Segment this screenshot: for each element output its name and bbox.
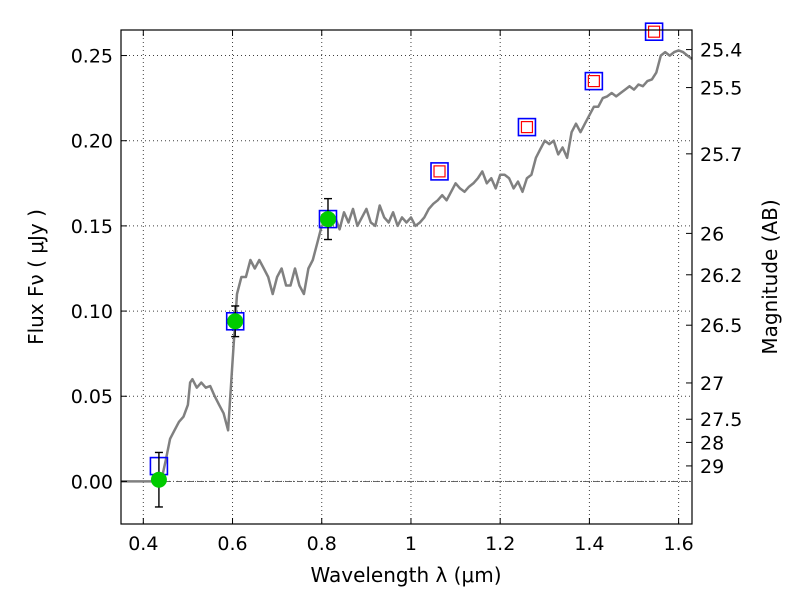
magnitude-tick-label: 27.5 (700, 409, 742, 431)
observed-point (150, 471, 167, 488)
model-photometry-square (644, 22, 664, 42)
y-tick-label: 0.20 (71, 131, 113, 153)
magnitude-tick-label: 26.2 (700, 265, 742, 287)
y-tick-label: 0.05 (71, 386, 113, 408)
magnitude-tick-label: 28 (700, 432, 724, 454)
magnitude-tick-label: 25.4 (700, 40, 742, 62)
sed-model-line (121, 49, 693, 483)
x-axis-label: Wavelength λ (μm) (310, 563, 501, 587)
magnitude-tick-label: 25.5 (700, 78, 742, 100)
upper-limit-square (433, 165, 446, 178)
observed-point (227, 313, 244, 330)
grid-layer (121, 30, 692, 524)
magnitude-tick-label: 29 (700, 456, 724, 478)
magnitude-tick-label: 26 (700, 223, 724, 245)
upper-limit-square (520, 120, 534, 134)
marker-layer (149, 22, 664, 508)
y-tick-label: 0.25 (71, 46, 113, 68)
upper-limit-square (587, 75, 600, 88)
model-photometry-square (430, 162, 449, 181)
x-tick-label: 0.8 (307, 533, 337, 555)
model-photometry-square (584, 71, 604, 91)
model-photometry-square (517, 117, 537, 137)
x-tick-label: 0.4 (128, 533, 158, 555)
y-tick-label: 0.10 (71, 301, 113, 323)
upper-limit-square (647, 25, 661, 38)
magnitude-axis-label: Magnitude (AB) (758, 199, 782, 354)
magnitude-tick-label: 25.7 (700, 144, 742, 166)
observed-point (319, 211, 336, 228)
magnitude-tick-label: 27 (700, 373, 724, 395)
x-tick-label: 1.6 (664, 533, 694, 555)
y-tick-label: 0.00 (71, 471, 113, 493)
x-tick-label: 1.4 (574, 533, 604, 555)
y-tick-label: 0.15 (71, 216, 113, 238)
x-tick-label: 0.6 (217, 533, 247, 555)
sed-line-layer (121, 49, 693, 483)
y-axis-label: Flux Fν ( μJy ) (24, 209, 48, 345)
tick-layer: 0.4 0.6 0.8 1 1.2 1.4 1.6 0.00 0.05 0.10 0.15 0.20 0… (71, 30, 742, 555)
x-tick-label: 1 (405, 533, 417, 555)
x-tick-label: 1.2 (485, 533, 515, 555)
magnitude-tick-label: 26.5 (700, 315, 742, 337)
plot-frame (120, 29, 693, 525)
